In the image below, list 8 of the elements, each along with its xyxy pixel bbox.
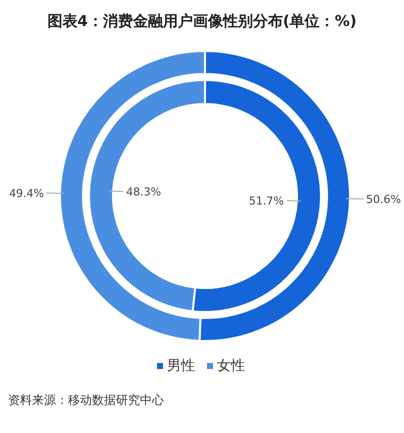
- data-label: 49.4%: [9, 187, 44, 200]
- data-label: 50.6%: [366, 192, 401, 206]
- legend-label: 女性: [217, 358, 245, 374]
- chart-title: 图表4：消费金融用户画像性别分布(单位：%): [47, 12, 357, 30]
- legend-label: 男性: [167, 358, 195, 374]
- text: 资料来源：移动数据研究中心: [8, 393, 164, 407]
- data-label: 48.3%: [126, 186, 162, 199]
- data-label: 51.7%: [248, 194, 284, 208]
